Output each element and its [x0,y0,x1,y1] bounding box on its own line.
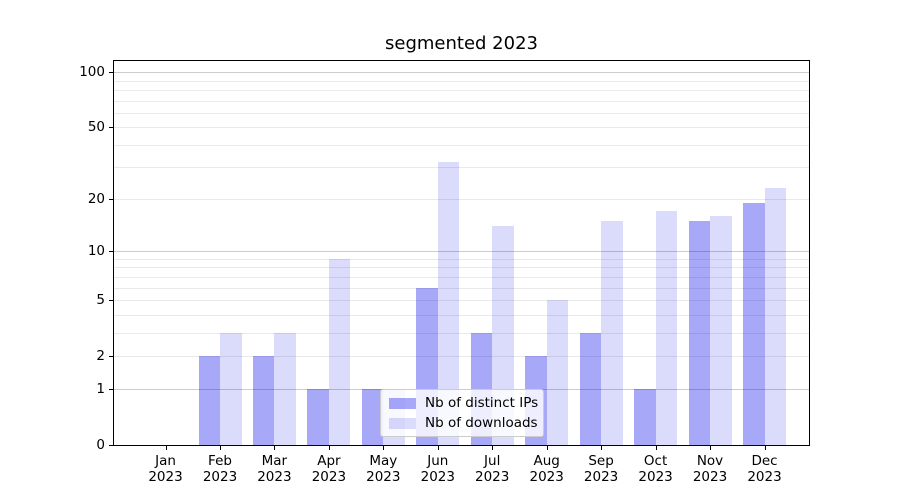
x-tick-label: Dec 2023 [747,453,782,485]
bar-downloads-feb [220,332,242,446]
x-tick-label: Nov 2023 [692,453,728,485]
gridline-minor [113,167,810,169]
x-tick-label: Sep 2023 [583,453,619,485]
bar-downloads-mar [274,332,296,446]
gridline-minor [113,287,810,289]
y-tick [109,127,113,129]
x-tick [546,446,548,450]
bar-downloads-sep [601,220,623,446]
y-tick-label: 10 [87,243,105,259]
bar-distinct-ips-apr [307,388,329,446]
y-tick [109,72,113,74]
x-tick-label: May 2023 [366,453,401,485]
x-tick-label: Mar 2023 [257,453,292,485]
bar-distinct-ips-mar [252,355,275,446]
gridline-minor [113,89,810,91]
y-tick-label: 50 [87,119,105,136]
gridline-minor [113,80,810,82]
gridline-minor [113,332,810,334]
gridline-minor [113,112,810,114]
bar-downloads-dec [764,188,786,446]
gridline-minor [113,299,810,301]
y-tick [109,388,113,390]
x-tick [601,446,603,450]
gridline-minor [113,144,810,146]
y-tick [109,198,113,200]
y-tick [109,299,113,301]
x-tick [328,446,330,450]
gridline-minor [113,127,810,129]
bar-downloads-jun [437,162,460,446]
gridline-minor [113,276,810,278]
x-tick-label: Aug 2023 [529,453,564,485]
y-tick [109,251,113,252]
legend-swatch-downloads [389,417,416,429]
y-tick-label: 1 [96,380,105,397]
x-tick-label: Jul 2023 [475,453,510,485]
y-tick [109,355,113,357]
x-tick [437,446,439,450]
gridline-minor [113,355,810,357]
y-tick-label: 0 [96,436,105,453]
legend-swatch-distinct-ips [389,397,416,409]
y-tick-label: 20 [87,190,105,207]
legend-label-distinct-ips: Nb of distinct IPs [425,395,539,411]
gridline-major [113,72,810,74]
bar-downloads-apr [328,258,351,446]
chart-title: segmented 2023 [385,33,538,54]
gridline-minor [113,198,810,200]
legend-row-distinct-ips: Nb of distinct IPs [389,395,543,411]
x-tick-label: Jun 2023 [420,453,455,485]
y-tick [109,444,113,446]
x-tick [383,446,385,450]
x-tick-label: Jan 2023 [148,453,183,485]
x-tick-label: Apr 2023 [311,453,347,485]
plot-area: Nb of distinct IPs Nb of downloads [113,60,810,446]
bar-downloads-nov [710,215,732,446]
gridline-minor [113,314,810,316]
bar-distinct-ips-nov [688,220,710,446]
legend-row-downloads: Nb of downloads [389,415,543,431]
gridline-minor [113,100,810,102]
x-tick [655,446,657,450]
bar-downloads-oct [655,211,678,446]
bar-distinct-ips-dec [743,202,765,446]
x-tick [764,446,766,450]
x-tick [220,446,221,450]
x-tick-label: Feb 2023 [202,453,238,485]
x-tick [165,446,167,450]
x-tick [710,446,711,450]
y-tick-label: 100 [79,64,105,81]
x-tick [492,446,494,450]
legend: Nb of distinct IPs Nb of downloads [380,389,544,437]
x-tick-label: Oct 2023 [638,453,673,485]
legend-label-downloads: Nb of downloads [425,415,538,431]
bar-distinct-ips-may [361,388,384,446]
y-tick-label: 2 [96,347,105,364]
y-tick-label: 5 [96,291,105,308]
bar-distinct-ips-oct [634,388,656,446]
gridline-minor [113,258,810,260]
bar-downloads-aug [546,299,569,446]
x-tick [274,446,276,450]
bar-distinct-ips-feb [198,355,220,446]
gridline-major [113,251,810,252]
gridline-minor [113,267,810,269]
bar-distinct-ips-sep [579,332,602,446]
